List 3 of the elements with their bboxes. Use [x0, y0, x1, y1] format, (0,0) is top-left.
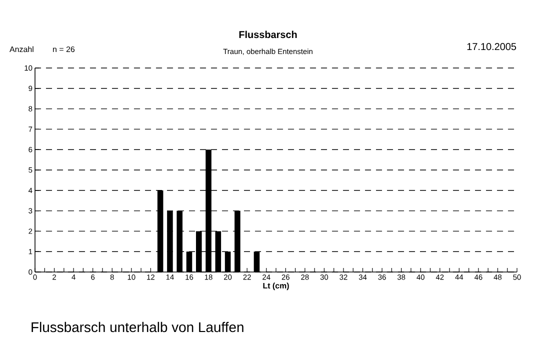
chart-title: Flussbarsch — [239, 30, 297, 38]
text: 17.10.2005 — [467, 43, 516, 50]
text: Flussbarsch unterhalb von Lauffen — [32, 322, 244, 332]
